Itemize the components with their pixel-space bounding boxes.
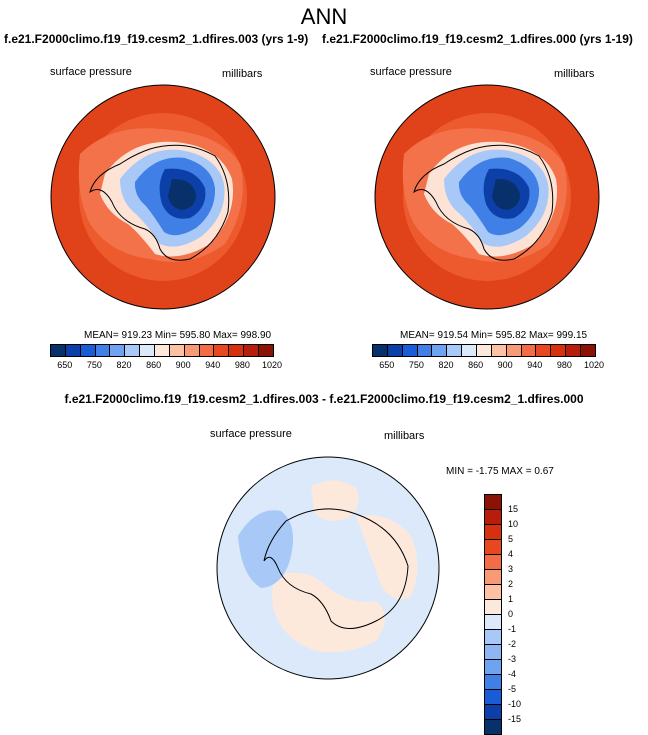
right-variable-label: surface pressure [370,66,452,78]
colorbar-swatch [485,585,501,600]
colorbar-swatch [140,345,156,356]
diff-polar-map [216,456,440,680]
colorbar-swatch [485,510,501,525]
colorbar-swatch [199,345,215,356]
colorbar-tick-label: -5 [508,684,517,694]
colorbar-tick-label: -10 [508,699,522,709]
colorbar-tick-label: 860 [146,360,162,370]
colorbar-swatch [485,615,501,630]
colorbar-swatch [402,345,418,356]
colorbar-swatch [485,495,501,510]
colorbar-swatch [581,345,595,356]
colorbar-swatch [485,600,501,615]
left-panel-subtitle: f.e21.F2000climo.f19_f19.cesm2_1.dfires.… [4,32,309,46]
colorbar-swatch [485,690,501,705]
colorbar-tick-label: 1020 [261,360,283,370]
colorbar-swatch [485,570,501,585]
colorbar-tick-label: 10 [508,519,519,529]
colorbar-swatch [214,345,230,356]
colorbar-tick-label: 940 [205,360,221,370]
colorbar-tick-label: 15 [508,504,519,514]
left-colorbar [50,344,274,357]
diff-panel-subtitle: f.e21.F2000climo.f19_f19.cesm2_1.dfires.… [64,392,584,406]
colorbar-swatch [485,630,501,645]
left-stats: MEAN= 919.23 Min= 595.80 Max= 998.90 [84,330,272,341]
diff-stats: MIN = -1.75 MAX = 0.67 [446,466,554,477]
colorbar-swatch [155,345,170,356]
right-polar-map [374,84,600,310]
colorbar-swatch [244,345,260,356]
colorbar-tick-label: 980 [556,360,572,370]
diff-units-label: millibars [384,430,425,442]
colorbar-tick-label: 650 [57,360,73,370]
colorbar-swatch [229,345,245,356]
colorbar-tick-label: -2 [508,639,517,649]
colorbar-tick-label: -1 [508,624,517,634]
colorbar-swatch [51,345,66,356]
colorbar-swatch [551,345,567,356]
colorbar-swatch [477,345,492,356]
colorbar-swatch [95,345,111,356]
colorbar-swatch [462,345,478,356]
colorbar-tick-label: 900 [175,360,191,370]
colorbar-tick-label: 860 [468,360,484,370]
colorbar-tick-label: 1 [508,594,514,604]
colorbar-swatch [387,345,403,356]
colorbar-swatch [373,345,388,356]
colorbar-tick-label: 4 [508,549,514,559]
colorbar-tick-label: 1020 [583,360,605,370]
right-stats: MEAN= 919.54 Min= 595.82 Max= 999.15 [400,330,588,341]
colorbar-swatch [417,345,433,356]
colorbar-swatch [506,345,522,356]
colorbar-swatch [485,540,501,555]
colorbar-tick-label: 820 [438,360,454,370]
colorbar-tick-label: 3 [508,564,514,574]
colorbar-tick-label: 0 [508,609,514,619]
colorbar-swatch [259,345,273,356]
left-colorbar-ticks: 650 750 820 860 900 940 980 1020 [50,360,282,372]
diff-colorbar [484,494,502,735]
colorbar-swatch [485,555,501,570]
colorbar-swatch [485,525,501,540]
colorbar-tick-label: 940 [527,360,543,370]
colorbar-swatch [432,345,448,356]
colorbar-tick-label: 750 [86,360,102,370]
colorbar-swatch [521,345,537,356]
colorbar-swatch [485,660,501,675]
colorbar-tick-label: -15 [508,714,522,724]
colorbar-swatch [491,345,507,356]
colorbar-swatch [169,345,185,356]
colorbar-swatch [125,345,141,356]
colorbar-swatch [566,345,582,356]
figure-title: ANN [300,4,348,29]
colorbar-swatch [65,345,81,356]
colorbar-tick-label: 5 [508,534,514,544]
diff-variable-label: surface pressure [210,428,292,440]
left-polar-map [50,84,276,310]
right-colorbar [372,344,596,357]
colorbar-swatch [184,345,200,356]
colorbar-swatch [485,705,501,720]
colorbar-swatch [110,345,126,356]
colorbar-tick-label: 2 [508,579,514,589]
right-colorbar-ticks: 650 750 820 860 900 940 980 1020 [372,360,604,372]
left-variable-label: surface pressure [50,66,132,78]
colorbar-tick-label: 650 [379,360,395,370]
colorbar-swatch [80,345,96,356]
colorbar-swatch [536,345,552,356]
colorbar-swatch [485,720,501,734]
colorbar-tick-label: 980 [234,360,250,370]
right-panel-subtitle: f.e21.F2000climo.f19_f19.cesm2_1.dfires.… [322,32,633,46]
colorbar-tick-label: -3 [508,654,517,664]
colorbar-swatch [447,345,463,356]
colorbar-tick-label: -4 [508,669,517,679]
colorbar-tick-label: 820 [116,360,132,370]
left-units-label: millibars [222,68,263,80]
colorbar-swatch [485,645,501,660]
right-units-label: millibars [554,68,595,80]
colorbar-tick-label: 900 [497,360,513,370]
colorbar-tick-label: 750 [408,360,424,370]
